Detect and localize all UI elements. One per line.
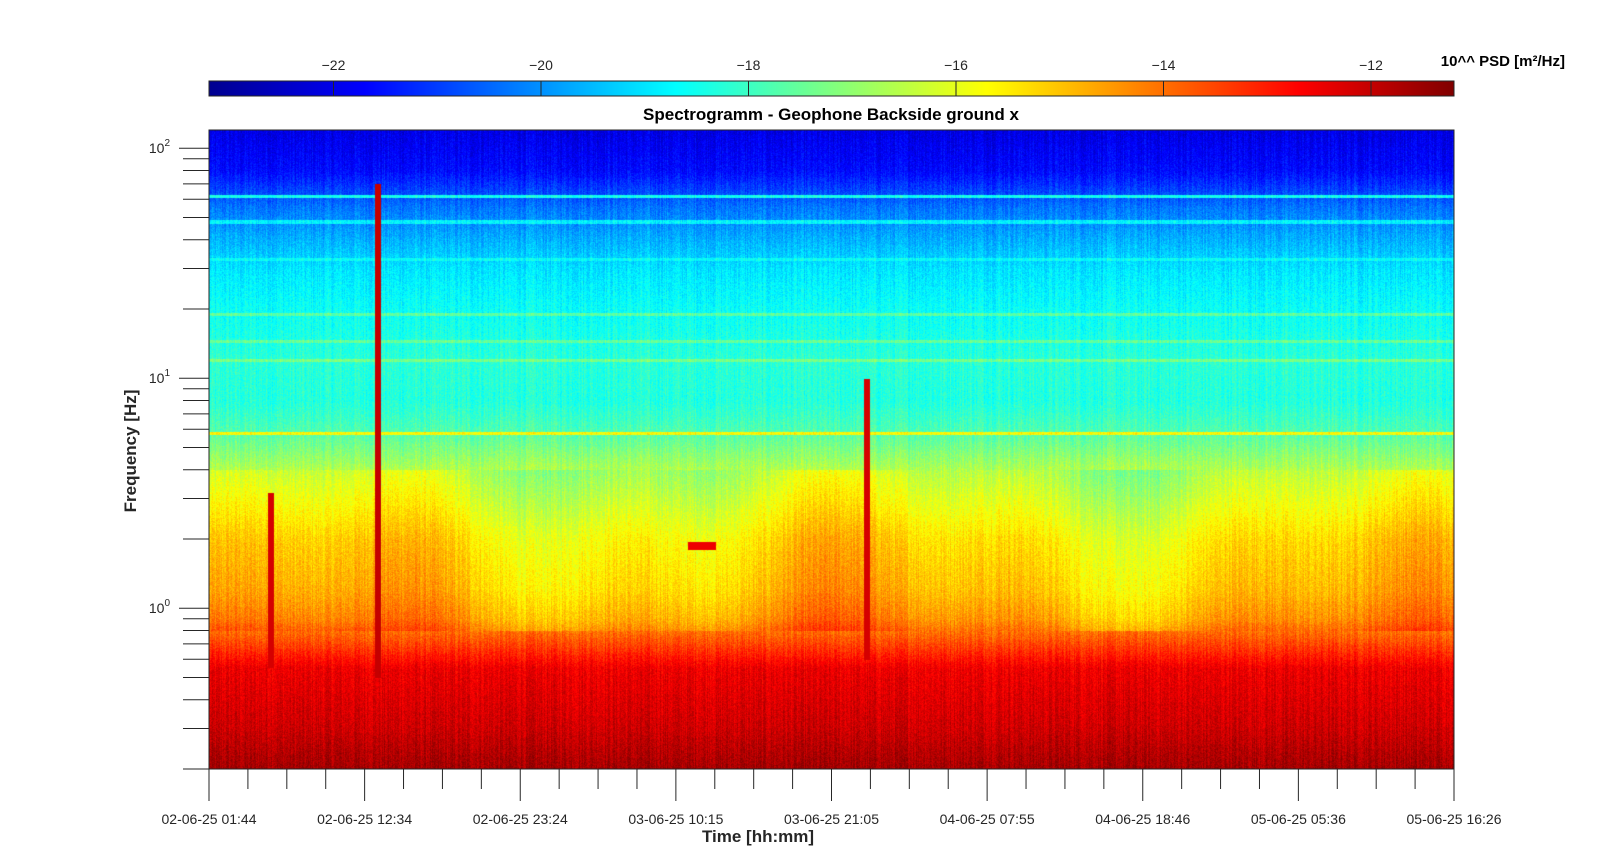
colorbar-tick-label: −14 [1152,57,1176,73]
x-tick-label: 02-06-25 23:24 [473,811,568,827]
x-tick-label: 05-06-25 05:36 [1251,811,1346,827]
colorbar-tick-label: −12 [1359,57,1383,73]
colorbar [208,80,1455,97]
y-tick-label: 102 [149,138,171,156]
x-tick-label: 03-06-25 21:05 [784,811,879,827]
y-axis: 100 101 102 [149,138,209,770]
x-tick-label: 02-06-25 12:34 [317,811,412,827]
x-axis: 02-06-25 01:44 02-06-25 12:34 02-06-25 23:… [162,769,1502,827]
y-tick-label: 101 [149,368,171,386]
x-tick-label: 04-06-25 07:55 [940,811,1035,827]
colorbar-tick-label: −18 [737,57,761,73]
chart-title: Spectrogramm - Geophone Backside ground … [643,105,1020,124]
colorbar-tick-label: −16 [944,57,968,73]
x-tick-label: 05-06-25 16:26 [1407,811,1502,827]
x-tick-label: 03-06-25 10:15 [628,811,723,827]
colorbar-tick-label: −20 [529,57,553,73]
colorbar-tick-label: −22 [322,57,346,73]
y-tick-label: 100 [149,598,171,616]
x-tick-label: 02-06-25 01:44 [162,811,257,827]
colorbar-ticks: −22 −20 −18 −16 −14 −12 [322,57,1383,96]
colorbar-label: 10^^ PSD [m²/Hz] [1441,53,1565,70]
x-tick-label: 04-06-25 18:46 [1095,811,1190,827]
x-axis-label: Time [hh:mm] [702,827,814,846]
heatmap-area [209,130,1454,769]
y-axis-label: Frequency [Hz] [121,390,140,513]
